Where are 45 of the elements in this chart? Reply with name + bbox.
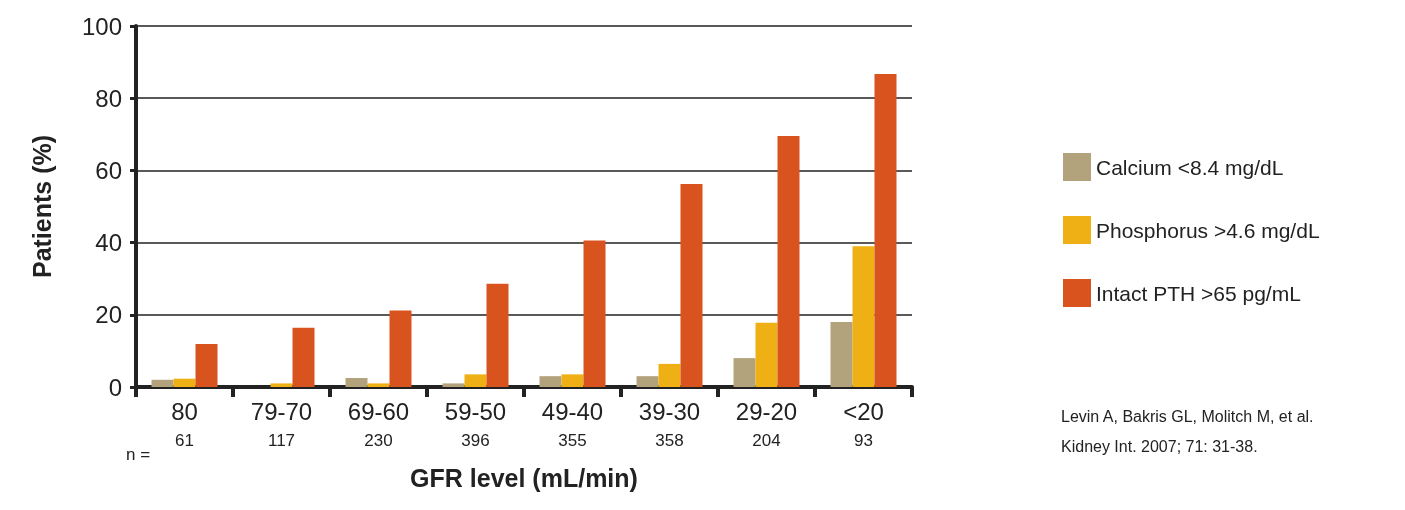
y-axis-title: Patients (%): [27, 134, 56, 279]
bar: [658, 363, 681, 387]
bar: [389, 310, 412, 387]
legend-label: Phosphorus >4.6 mg/dL: [1096, 218, 1320, 242]
legend-label: Intact PTH >65 pg/mL: [1096, 281, 1301, 305]
y-tick-label: 40: [95, 229, 122, 257]
bar: [270, 383, 293, 387]
bar: [583, 240, 606, 387]
bar: [733, 358, 756, 387]
bar: [561, 374, 584, 387]
bar: [852, 246, 875, 387]
bar: [539, 376, 562, 387]
bar: [442, 383, 465, 387]
x-tick-label: 49-40 355: [541, 397, 604, 450]
x-tick-label: 80 61: [171, 397, 198, 450]
bar: [464, 374, 487, 387]
x-axis-title: GFR level (mL/min): [410, 463, 638, 492]
bar: [345, 377, 368, 387]
x-tick-label: 69-60 230: [347, 397, 410, 450]
bar: [777, 136, 800, 387]
y-tick-label: 80: [95, 84, 122, 112]
y-tick-label: 0: [108, 373, 122, 401]
bar: [830, 322, 853, 387]
bar: [367, 383, 390, 387]
x-tick-label: 59-50 396: [444, 397, 507, 450]
bar: [292, 327, 315, 387]
y-tick-label: 100: [81, 12, 122, 40]
legend-label: Calcium <8.4 mg/dL: [1096, 155, 1284, 179]
text: n =: [126, 445, 151, 464]
bar: [173, 378, 196, 387]
x-tick-label: <20 93: [843, 397, 884, 450]
bar: [486, 283, 509, 387]
bar: [874, 74, 897, 387]
text: Kidney Int. 2007; 71: 31-38.: [1061, 437, 1258, 455]
y-tick-label: 20: [95, 301, 122, 329]
x-tick-label: 39-30 358: [638, 397, 701, 450]
x-tick-label: 29-20 204: [735, 397, 798, 450]
text: Levin A, Bakris GL, Molitch M, et al.: [1061, 407, 1314, 425]
x-tick-label: 79-70 117: [250, 397, 313, 450]
bar: [680, 184, 703, 387]
bar: [755, 322, 778, 387]
bar: [195, 344, 218, 387]
bar: [636, 376, 659, 387]
bar: [151, 379, 174, 387]
y-tick-label: 60: [95, 156, 122, 184]
